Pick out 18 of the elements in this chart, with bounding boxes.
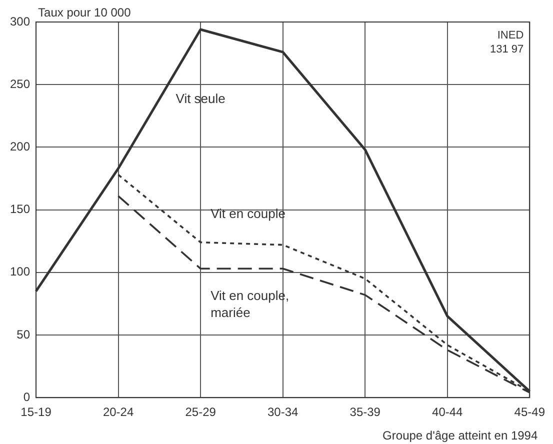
y-tick-label: 250 [10, 76, 30, 91]
y-axis-title: Taux pour 10 000 [38, 5, 132, 20]
y-tick-label: 50 [16, 327, 30, 342]
annotation: INED [497, 30, 524, 42]
x-tick-label: 15-19 [20, 405, 52, 420]
y-tick-label: 200 [10, 140, 30, 154]
x-tick-label: 45-49 [514, 405, 546, 420]
x-axis-title: Groupe d'âge atteint en 1994 [382, 428, 538, 442]
x-tick-label: 40-44 [432, 405, 464, 420]
x-tick-label: 35-39 [350, 405, 381, 420]
y-tick-label: 300 [10, 14, 30, 28]
x-tick-label: 20-24 [102, 405, 134, 420]
annotation: 131 97 [490, 44, 524, 56]
x-tick-label: 25-29 [185, 405, 216, 420]
y-tick-label: 0 [23, 390, 30, 404]
x-tick-label: 30-34 [267, 405, 299, 420]
y-tick-label: 150 [10, 202, 30, 216]
y-tick-label: 100 [10, 264, 30, 279]
